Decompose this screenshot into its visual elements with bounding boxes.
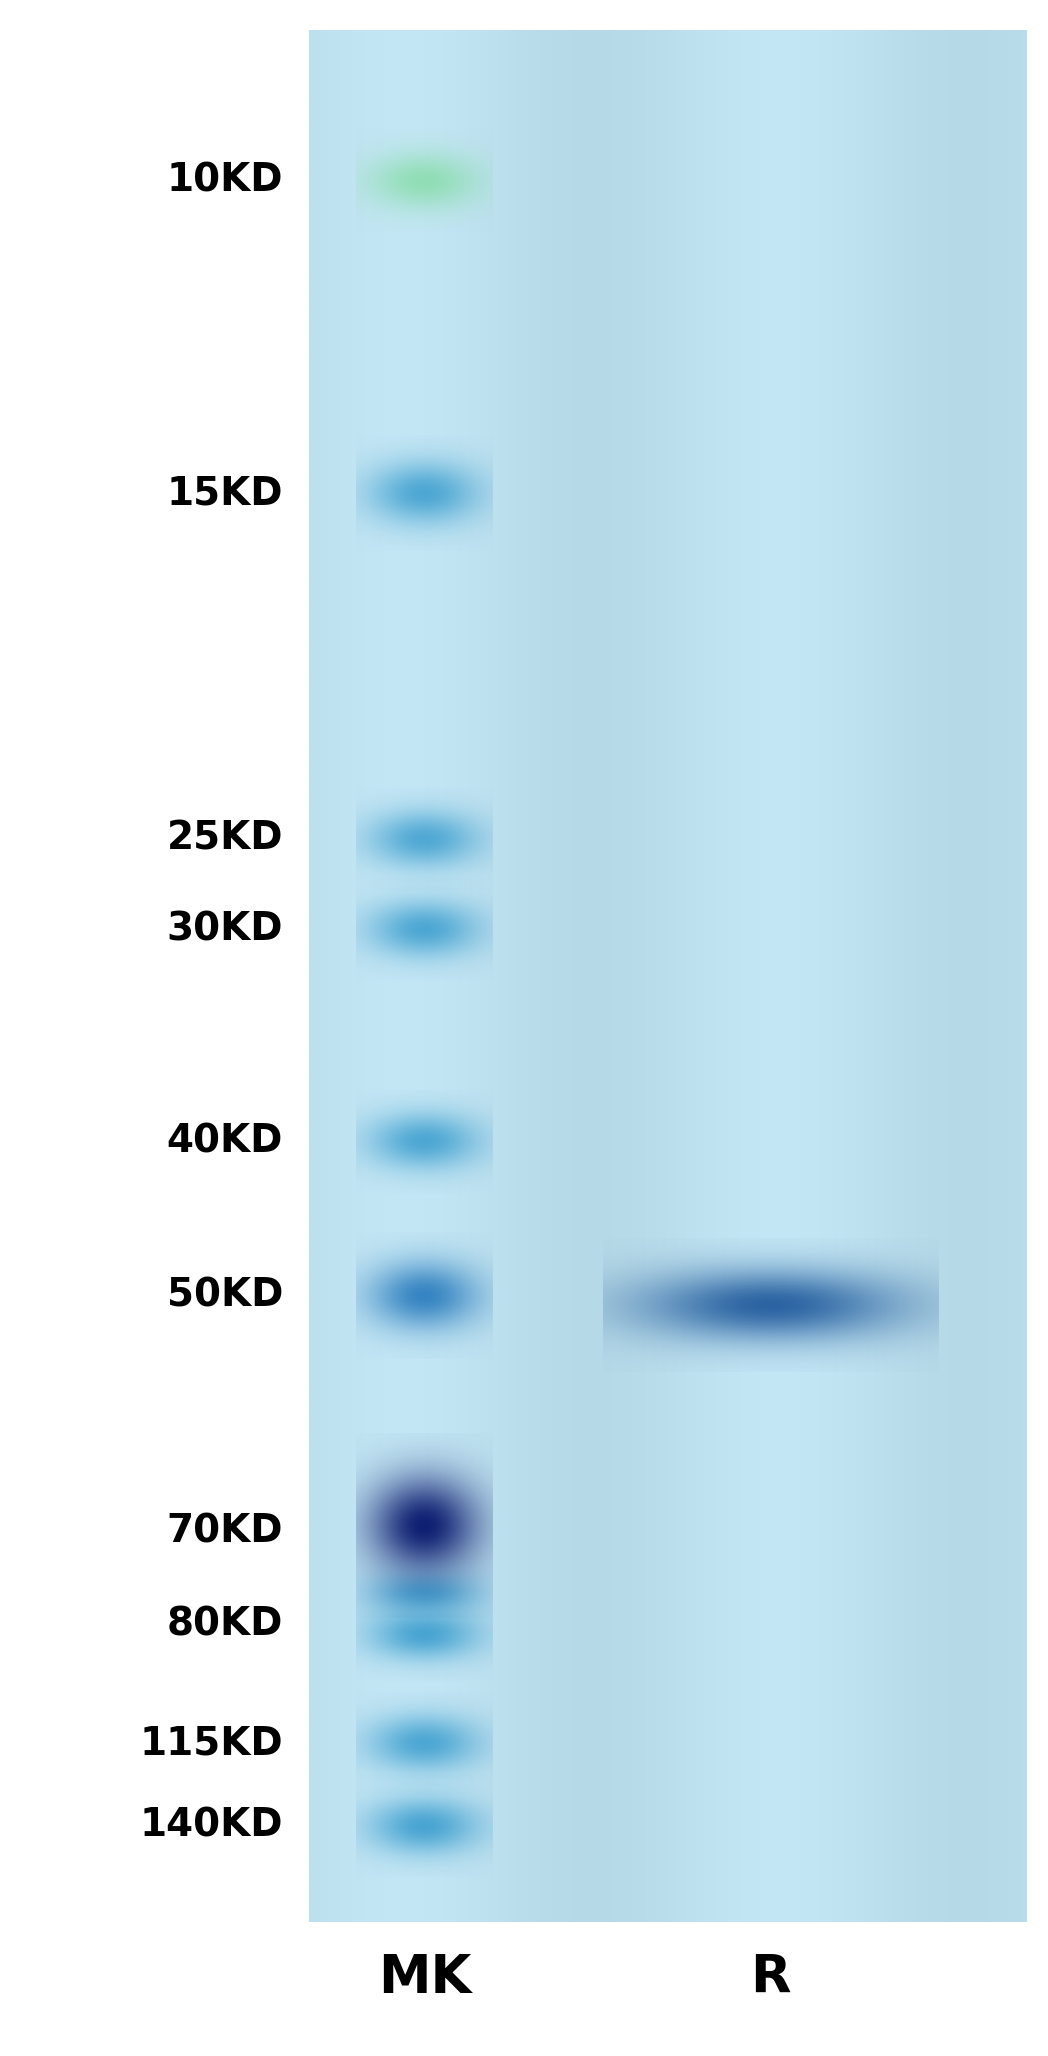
Text: 50KD: 50KD <box>167 1277 283 1314</box>
Text: 25KD: 25KD <box>167 820 283 857</box>
Text: MK: MK <box>377 1951 472 2005</box>
Text: 140KD: 140KD <box>139 1807 283 1844</box>
Text: 15KD: 15KD <box>167 475 283 512</box>
Text: 115KD: 115KD <box>139 1725 283 1762</box>
Text: 80KD: 80KD <box>167 1606 283 1643</box>
Text: R: R <box>750 1951 790 2005</box>
Text: 30KD: 30KD <box>167 911 283 948</box>
Bar <box>309 31 1027 1922</box>
Text: 10KD: 10KD <box>167 162 283 199</box>
Text: 40KD: 40KD <box>167 1123 283 1160</box>
Text: 70KD: 70KD <box>167 1513 283 1550</box>
